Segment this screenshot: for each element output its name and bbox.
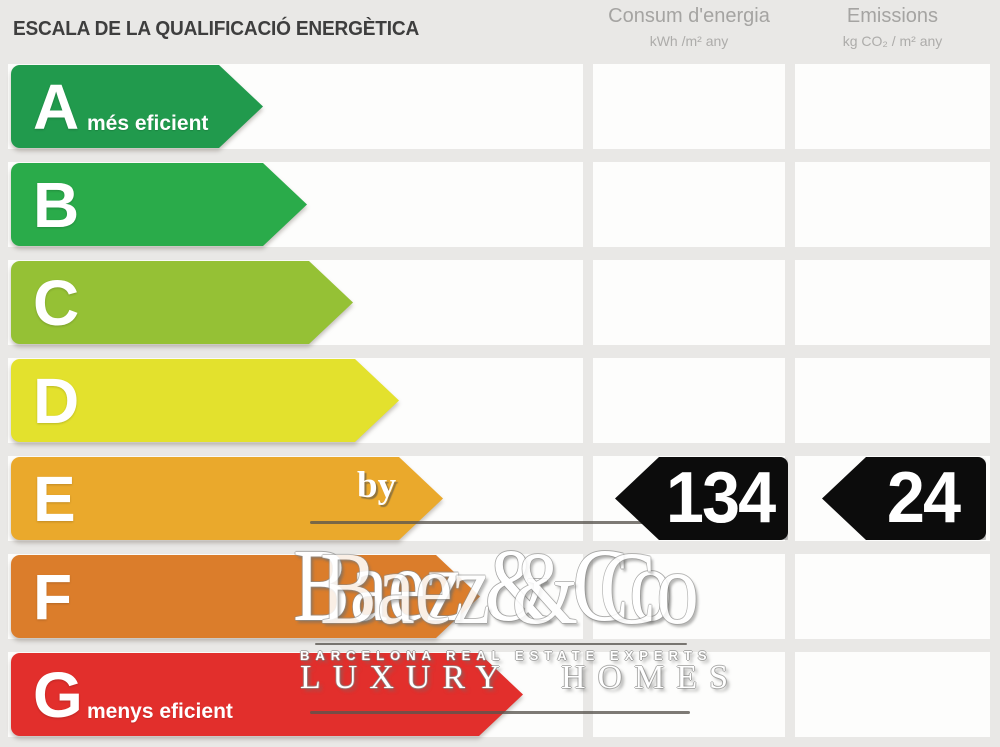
watermark-agency-name-layer: Baez & Co	[320, 531, 699, 646]
rating-bar-e: E	[11, 457, 443, 540]
consumption-value: 134	[666, 458, 776, 538]
consumption-column-label: Consum d'energia	[608, 5, 770, 27]
grade-letter: F	[33, 561, 73, 633]
grade-letter: C	[33, 267, 80, 339]
watermark-by-text: by	[357, 465, 397, 506]
grade-letter: B	[33, 169, 80, 241]
rating-row-d: D	[0, 358, 1000, 443]
column-header-consumption: Consum d'energia kWh /m² any	[593, 4, 785, 51]
consumption-cell	[593, 554, 785, 639]
rating-row-b: B	[0, 162, 1000, 247]
rating-row-g: G menys eficient	[0, 652, 1000, 737]
watermark-tagline: BARCELONA REAL ESTATE EXPERTS	[300, 648, 713, 663]
consumption-cell	[593, 64, 785, 149]
emissions-cell	[795, 162, 990, 247]
emissions-cell	[795, 64, 990, 149]
emissions-cell	[795, 358, 990, 443]
emissions-value: 24	[886, 458, 961, 538]
rating-bar-d: D	[11, 359, 399, 442]
rating-row-a: A més eficient	[0, 64, 1000, 149]
grade-letter: E	[33, 463, 76, 535]
consumption-column-unit: kWh /m² any	[649, 33, 729, 49]
emissions-column-unit: kg CO₂ / m² any	[842, 33, 943, 49]
rating-row-c: C	[0, 260, 1000, 345]
rating-row-f: F	[0, 554, 1000, 639]
watermark-divider-bottom	[310, 711, 690, 714]
watermark-subtitle: LUXURY HOMES	[300, 659, 741, 696]
rating-bar-b: B	[11, 163, 307, 246]
emissions-cell	[795, 652, 990, 737]
rating-bar-a: A més eficient	[11, 65, 263, 148]
page-title: ESCALA DE LA QUALIFICACIÓ ENERGÈTICA	[13, 17, 420, 40]
grade-letter: G	[33, 659, 83, 731]
rating-bar-f: F	[11, 555, 480, 638]
watermark-agency-name-layer: Baez & Co	[293, 528, 672, 643]
watermark-divider-top	[310, 521, 690, 524]
efficiency-label: menys eficient	[87, 700, 233, 723]
emissions-cell	[795, 260, 990, 345]
emissions-column-label: Emissions	[846, 5, 939, 27]
emissions-cell	[795, 554, 990, 639]
watermark-divider-middle	[315, 643, 687, 645]
rating-bar-g: G menys eficient	[11, 653, 523, 736]
consumption-cell	[593, 260, 785, 345]
consumption-cell	[593, 652, 785, 737]
rating-bar-c: C	[11, 261, 353, 344]
consumption-cell	[593, 162, 785, 247]
efficiency-label: més eficient	[87, 112, 209, 135]
watermark-agency-name: Baez & Co Baez & Co	[293, 534, 707, 646]
consumption-cell	[593, 358, 785, 443]
grade-letter: A	[33, 71, 80, 143]
column-header-emissions: Emissions kg CO₂ / m² any	[795, 4, 990, 51]
grade-letter: D	[33, 365, 80, 437]
